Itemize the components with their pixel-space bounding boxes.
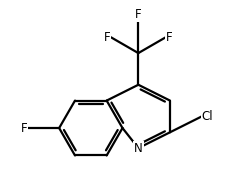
Text: F: F [21, 122, 27, 135]
Text: Cl: Cl [201, 110, 212, 123]
Text: F: F [104, 31, 110, 44]
Text: F: F [165, 31, 172, 44]
Text: N: N [133, 142, 142, 155]
Text: F: F [134, 8, 141, 21]
